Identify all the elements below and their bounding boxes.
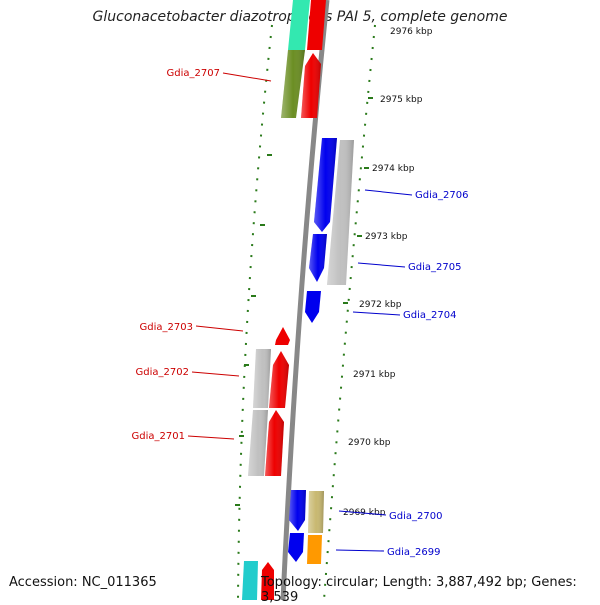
gene-gdia-2704 bbox=[305, 291, 321, 323]
tick-label-2973: 2973 kbp bbox=[365, 232, 408, 242]
gene-gdia-2706-blue bbox=[314, 138, 337, 232]
gene-label-gdia-2701: Gdia_2701 bbox=[132, 431, 185, 442]
gene-red-bottom bbox=[261, 562, 274, 600]
gene-label-gdia-2706: Gdia_2706 bbox=[415, 190, 468, 201]
gene-cyan-bottom bbox=[242, 561, 258, 600]
gene-gdia-2703 bbox=[275, 327, 290, 345]
tick-label-2974: 2974 kbp bbox=[372, 164, 415, 174]
gene-label-gdia-2699: Gdia_2699 bbox=[387, 547, 440, 558]
topology-text: Topology: circular; Length: 3,887,492 bp… bbox=[261, 575, 577, 605]
gene-label-gdia-2700: Gdia_2700 bbox=[389, 511, 442, 522]
gene-red-arrow-2707 bbox=[301, 53, 321, 118]
gene-gdia-2700-blue bbox=[289, 490, 306, 531]
gene-red-top bbox=[307, 0, 326, 50]
left-leader-lines bbox=[187, 72, 272, 440]
gene-gdia-2699 bbox=[307, 535, 322, 564]
gene-gdia-2699-blue bbox=[288, 533, 304, 562]
tick-label-2971: 2971 kbp bbox=[353, 370, 396, 380]
gene-gdia-2701 bbox=[265, 410, 284, 476]
gene-gdia-2705 bbox=[309, 234, 327, 282]
gene-label-gdia-2707: Gdia_2707 bbox=[167, 68, 220, 79]
right-leader-lines bbox=[335, 189, 413, 552]
gene-label-gdia-2702: Gdia_2702 bbox=[136, 367, 189, 378]
gene-gdia-2700 bbox=[308, 491, 324, 533]
tick-marks bbox=[235, 97, 373, 506]
gene-label-gdia-2704: Gdia_2704 bbox=[403, 310, 456, 321]
gene-label-gdia-2705: Gdia_2705 bbox=[408, 262, 461, 273]
accession-text: Accession: NC_011365 bbox=[9, 575, 157, 590]
tick-label-2976: 2976 kbp bbox=[390, 27, 433, 37]
tick-label-2970: 2970 kbp bbox=[348, 438, 391, 448]
gene-gdia-2707 bbox=[281, 50, 305, 118]
gene-teal-top bbox=[288, 0, 310, 50]
tick-label-2972: 2972 kbp bbox=[359, 300, 402, 310]
gene-gdia-2701-gray bbox=[248, 410, 268, 476]
gene-gdia-2702 bbox=[253, 349, 271, 408]
inner-tick-track bbox=[237, 24, 273, 600]
gene-label-gdia-2703: Gdia_2703 bbox=[140, 322, 193, 333]
tick-label-2975: 2975 kbp bbox=[380, 95, 423, 105]
gene-gdia-2706 bbox=[327, 140, 354, 285]
gene-gdia-2702-part bbox=[269, 351, 289, 408]
